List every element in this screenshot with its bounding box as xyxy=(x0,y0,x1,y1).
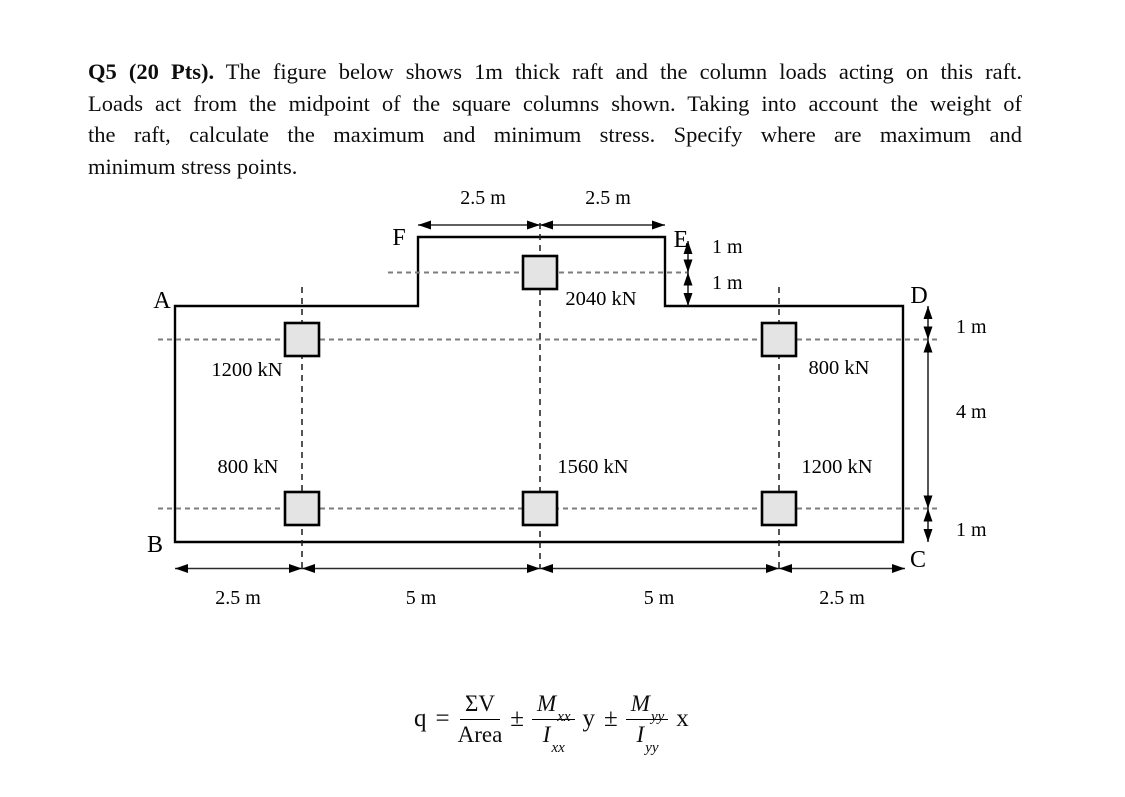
load-label-top-center: 2040 kN xyxy=(565,288,636,310)
fraction-numerator: Myy xyxy=(625,691,669,724)
corner-label-c: C xyxy=(910,547,926,573)
problem-statement: Q5 (20 Pts). The figure below shows 1m t… xyxy=(88,56,1022,182)
dim-label-right-mid: 4 m xyxy=(956,401,987,423)
formula-lhs: q xyxy=(414,705,427,733)
problem-line-3: the raft, calculate the maximum and mini… xyxy=(88,122,1022,147)
load-label-row2-left: 800 kN xyxy=(218,456,279,478)
dim-label-bottom-3: 5 m xyxy=(644,587,675,609)
plus-minus-sign: ± xyxy=(604,705,618,733)
dim-label-top-right: 2.5 m xyxy=(585,187,631,209)
dim-label-step-lower: 1 m xyxy=(712,272,743,294)
inertia-symbol: I xyxy=(542,722,551,748)
variable-x: x xyxy=(676,705,689,733)
dim-label-top-left: 2.5 m xyxy=(460,187,506,209)
problem-line-4: minimum stress points. xyxy=(88,153,298,179)
question-number: Q5 (20 Pts). xyxy=(88,59,215,84)
column-row2-center xyxy=(521,490,559,527)
raft-outline xyxy=(173,235,905,544)
corner-label-a: A xyxy=(153,288,171,314)
subscript-yy: yy xyxy=(645,739,659,756)
subscript-xx: xx xyxy=(557,708,571,725)
dim-label-bottom-4: 2.5 m xyxy=(819,587,865,609)
inertia-symbol: I xyxy=(636,722,645,748)
equals-sign: = xyxy=(435,705,450,733)
dim-label-right-bottom: 1 m xyxy=(956,519,987,541)
load-label-row1-left: 1200 kN xyxy=(211,359,282,381)
column-row2-right xyxy=(760,490,798,527)
fraction-sumv-area: ΣV Area xyxy=(458,691,503,747)
corner-label-e: E xyxy=(674,227,689,253)
corner-label-d: D xyxy=(910,283,927,309)
variable-y: y xyxy=(582,705,596,733)
stress-formula: q = ΣV Area ± Mxx Ixx y ± Myy Iyy x xyxy=(413,691,690,756)
dim-label-step-upper: 1 m xyxy=(712,236,743,258)
load-label-row1-right: 800 kN xyxy=(809,357,870,379)
fraction-mxx-ixx: Mxx Ixx xyxy=(532,691,575,756)
corner-label-f: F xyxy=(392,225,405,251)
moment-symbol: M xyxy=(537,691,557,716)
dim-label-bottom-1: 2.5 m xyxy=(215,587,261,609)
plus-minus-sign: ± xyxy=(510,705,525,733)
problem-line-2: Loads act from the midpoint of the squar… xyxy=(88,90,1022,116)
load-label-row2-right: 1200 kN xyxy=(801,456,872,478)
fraction-denominator: Iyy xyxy=(636,720,659,756)
subscript-yy: yy xyxy=(650,708,665,725)
moment-symbol: M xyxy=(630,691,650,716)
problem-text-1: The figure below shows 1m thick raft and… xyxy=(214,59,1022,84)
dim-label-right-top: 1 m xyxy=(956,316,987,338)
subscript-xx: xx xyxy=(551,739,565,756)
dim-label-bottom-2: 5 m xyxy=(406,587,437,609)
problem-line-1: Q5 (20 Pts). The figure below shows 1m t… xyxy=(88,56,1022,88)
fraction-numerator: Mxx xyxy=(532,691,575,724)
column-row1-left xyxy=(283,321,321,358)
fraction-denominator: Area xyxy=(457,722,503,748)
load-label-row2-center: 1560 kN xyxy=(557,456,628,478)
fraction-myy-iyy: Myy Iyy xyxy=(625,691,669,756)
fraction-denominator: Ixx xyxy=(542,720,565,756)
column-row1-right xyxy=(760,321,798,358)
column-top-center xyxy=(521,254,559,291)
corner-label-b: B xyxy=(147,532,163,558)
fraction-numerator: ΣV xyxy=(459,691,500,721)
column-row2-left xyxy=(283,490,321,527)
